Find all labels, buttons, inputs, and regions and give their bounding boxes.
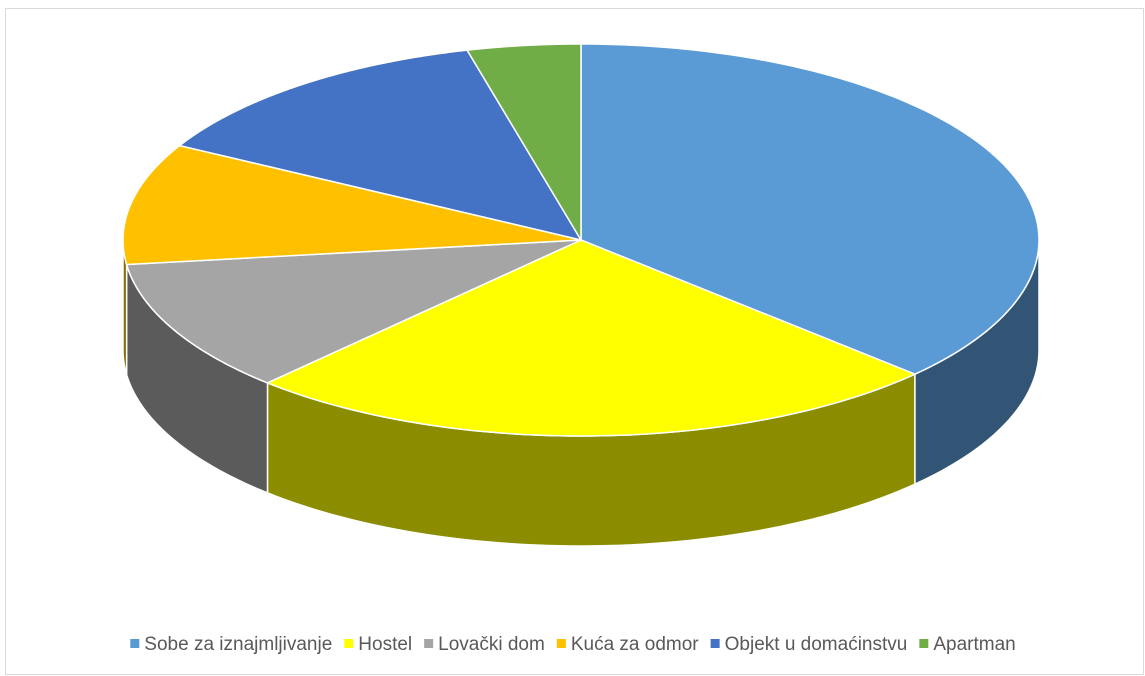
slice: [580, 43, 1040, 375]
slice: [125, 239, 582, 384]
legend-swatch: [919, 639, 929, 648]
legend-swatch: [130, 639, 140, 648]
legend-swatch: [424, 639, 434, 648]
slice: [177, 49, 583, 242]
legend-swatch: [710, 639, 720, 648]
legend-label: Lovački dom: [438, 634, 545, 655]
pie-tops: [122, 43, 1040, 437]
legend-label: Sobe za iznajmljivanje: [144, 634, 332, 655]
legend-label: Kuća za odmor: [571, 634, 699, 655]
legend-label: Hostel: [358, 634, 412, 655]
slice: [465, 43, 582, 243]
legend-swatch: [556, 639, 566, 648]
legend-swatch: [344, 639, 354, 648]
slice: [122, 144, 582, 266]
legend-label: Objekt u domaćinstvu: [725, 634, 908, 655]
slice: [265, 239, 917, 437]
legend: Sobe za iznajmljivanje Hostel Lovački dom K…: [130, 634, 1016, 655]
legend-label: Apartman: [933, 634, 1015, 655]
